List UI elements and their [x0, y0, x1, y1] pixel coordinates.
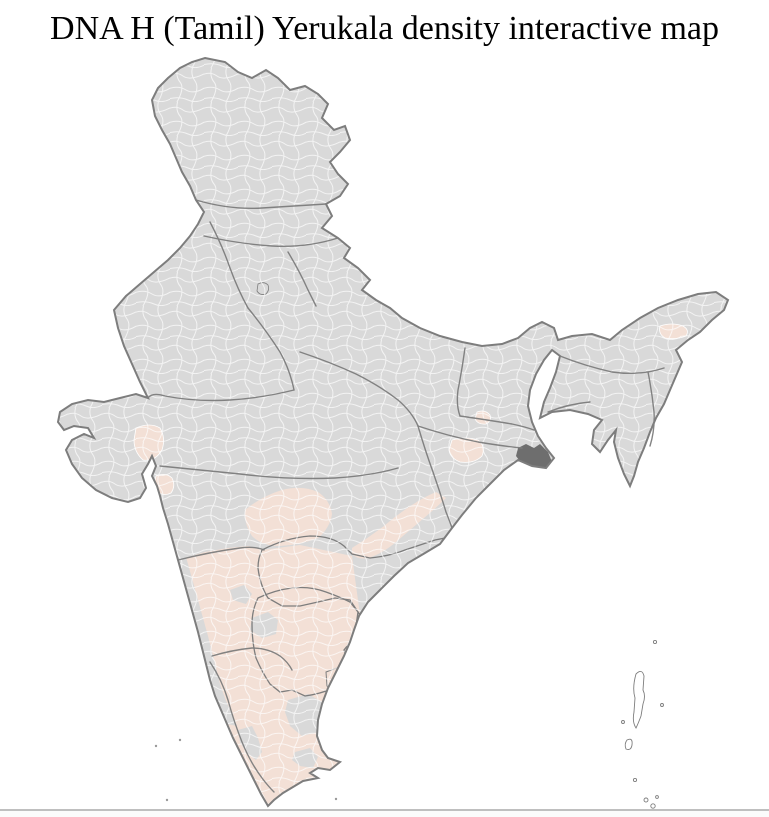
andaman-nicobar-islands[interactable] [621, 639, 664, 809]
map-title: DNA H (Tamil) Yerukala density interacti… [50, 10, 719, 47]
state-borders [147, 199, 665, 793]
lakshadweep-islands[interactable] [154, 738, 338, 802]
country-outline [56, 56, 730, 808]
below-rule-area [0, 811, 769, 817]
